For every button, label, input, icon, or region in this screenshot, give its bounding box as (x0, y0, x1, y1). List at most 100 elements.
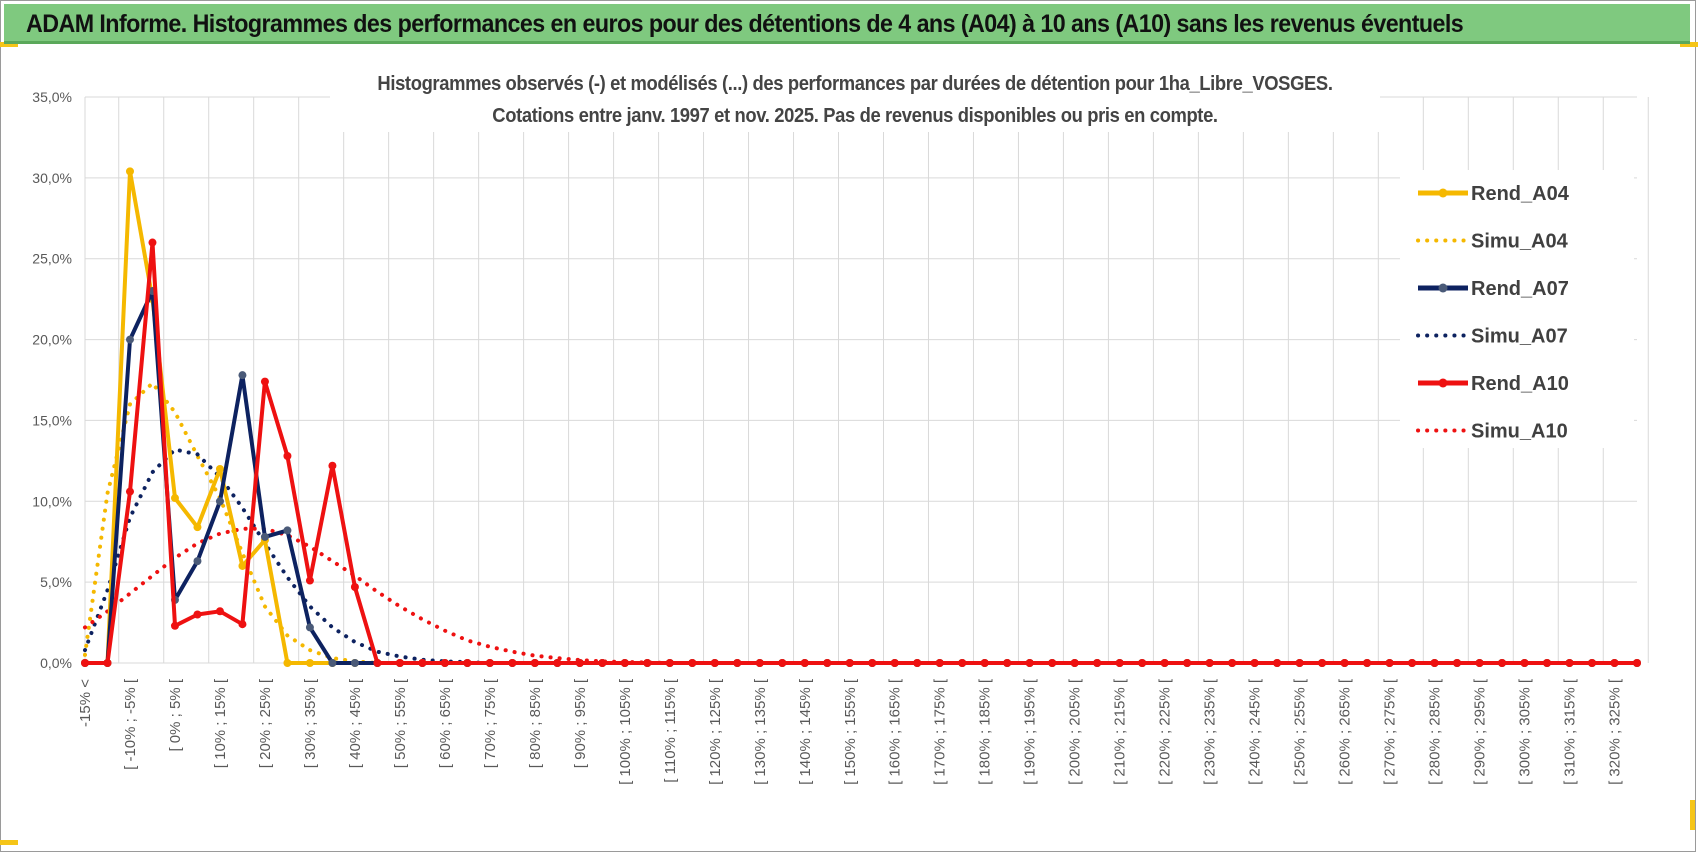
y-tick-label: 10,0% (32, 493, 72, 509)
y-tick-label: 35,0% (32, 89, 72, 105)
x-tick-label: [ 180% ; 185% [ (977, 678, 994, 785)
data-point (103, 659, 112, 667)
data-point (1385, 659, 1394, 667)
data-point (125, 335, 134, 344)
x-tick-label: [ 0% ; 5% [ (167, 678, 184, 751)
series-simu-a04 (83, 380, 1639, 665)
data-point (620, 659, 629, 667)
data-point (1025, 659, 1034, 667)
series-simu-a07 (83, 447, 1639, 665)
x-tick-label: [ 290% ; 295% [ (1472, 678, 1489, 785)
x-tick-label: [ 120% ; 125% [ (707, 678, 724, 785)
data-point (238, 620, 247, 629)
data-point (958, 659, 967, 667)
x-tick-label: [ 280% ; 285% [ (1427, 678, 1444, 785)
x-tick-label: [ 150% ; 155% [ (842, 678, 859, 785)
data-point (1228, 659, 1237, 667)
data-point (215, 464, 224, 473)
data-point (1048, 659, 1057, 667)
data-point (125, 487, 134, 496)
data-point (1453, 659, 1462, 667)
data-point (1160, 659, 1169, 667)
x-tick-label: [ 130% ; 135% [ (752, 678, 769, 785)
series-line (85, 169, 1637, 665)
x-tick-label: [ 10% ; 15% [ (212, 678, 229, 768)
data-point (1588, 659, 1597, 667)
data-point (193, 523, 202, 532)
data-point (913, 659, 922, 667)
data-point (1543, 659, 1552, 667)
x-tick-label: [ 170% ; 175% [ (932, 678, 949, 785)
data-point (778, 659, 787, 667)
chart-title-line-1: Histogrammes observés (-) et modélisés (… (377, 73, 1333, 95)
x-tick-label: [ 40% ; 45% [ (347, 678, 364, 768)
data-point (530, 659, 539, 667)
data-point (463, 659, 472, 667)
series-line (83, 447, 1639, 665)
data-point (305, 623, 314, 632)
x-tick-label: [ 240% ; 245% [ (1247, 678, 1264, 785)
x-tick-label: [ 80% ; 85% [ (527, 678, 544, 768)
y-tick-label: 15,0% (32, 412, 72, 428)
x-tick-label: [ 20% ; 25% [ (257, 678, 274, 768)
data-point (845, 659, 854, 667)
x-tick-label: [ 200% ; 205% [ (1067, 678, 1084, 785)
x-tick-label: [ 260% ; 265% [ (1337, 678, 1354, 785)
corner-mark-bottom-left (0, 840, 18, 845)
data-point (890, 659, 899, 667)
x-tick-label: [ 160% ; 165% [ (887, 678, 904, 785)
chart-title-line-2: Cotations entre janv. 1997 et nov. 2025.… (492, 105, 1218, 127)
data-point (170, 621, 179, 630)
data-point (328, 659, 337, 667)
data-point (260, 377, 269, 386)
y-axis: 0,0% 5,0% 10,0% 15,0% 20,0% 25,0% 30,0% 35,0% (32, 89, 72, 671)
data-point (350, 582, 359, 591)
data-point (238, 561, 247, 570)
data-point (553, 659, 562, 667)
data-point (710, 659, 719, 667)
data-point (823, 659, 832, 667)
data-point (1205, 659, 1214, 667)
data-point (1273, 659, 1282, 667)
x-tick-label: [ 270% ; 275% [ (1382, 678, 1399, 785)
x-tick-label: [ -10% ; -5% [ (122, 678, 139, 770)
data-point (1070, 659, 1079, 667)
data-point (575, 659, 584, 667)
data-point (373, 659, 382, 667)
series-rend-a04 (81, 167, 1641, 667)
data-point (238, 371, 247, 380)
x-tick-label: [ 300% ; 305% [ (1517, 678, 1534, 785)
data-point (193, 557, 202, 566)
data-point (665, 659, 674, 667)
data-point (733, 659, 742, 667)
x-tick-label: [ 110% ; 115% [ (662, 678, 679, 783)
data-point (1363, 659, 1372, 667)
x-tick-label: [ 310% ; 315% [ (1562, 678, 1579, 785)
data-point (935, 659, 944, 667)
chart-title: Histogrammes observés (-) et modélisés (… (330, 68, 1380, 132)
x-tick-label: [ 140% ; 145% [ (797, 678, 814, 785)
x-tick-label: -15% < (77, 679, 94, 727)
data-point (418, 659, 427, 667)
y-tick-label: 20,0% (32, 332, 72, 348)
series-rend-a10 (81, 238, 1641, 667)
x-tick-label: [ 220% ; 225% [ (1157, 678, 1174, 785)
corner-mark-bottom-right (1690, 800, 1695, 830)
report-title: ADAM Informe. Histogrammes des performan… (26, 10, 1464, 38)
series-line (85, 240, 1637, 665)
x-tick-label: [ 100% ; 105% [ (617, 678, 634, 785)
data-point (305, 659, 314, 667)
data-point (193, 610, 202, 619)
data-point (598, 659, 607, 667)
data-point (800, 659, 809, 667)
x-tick-label: [ 250% ; 255% [ (1292, 678, 1309, 785)
data-point (688, 659, 697, 667)
data-point (1475, 659, 1484, 667)
data-point (350, 659, 359, 667)
x-tick-label: [ 230% ; 235% [ (1202, 678, 1219, 785)
data-point (1610, 659, 1619, 667)
data-point (1003, 659, 1012, 667)
data-point (215, 607, 224, 616)
data-point (81, 659, 89, 667)
